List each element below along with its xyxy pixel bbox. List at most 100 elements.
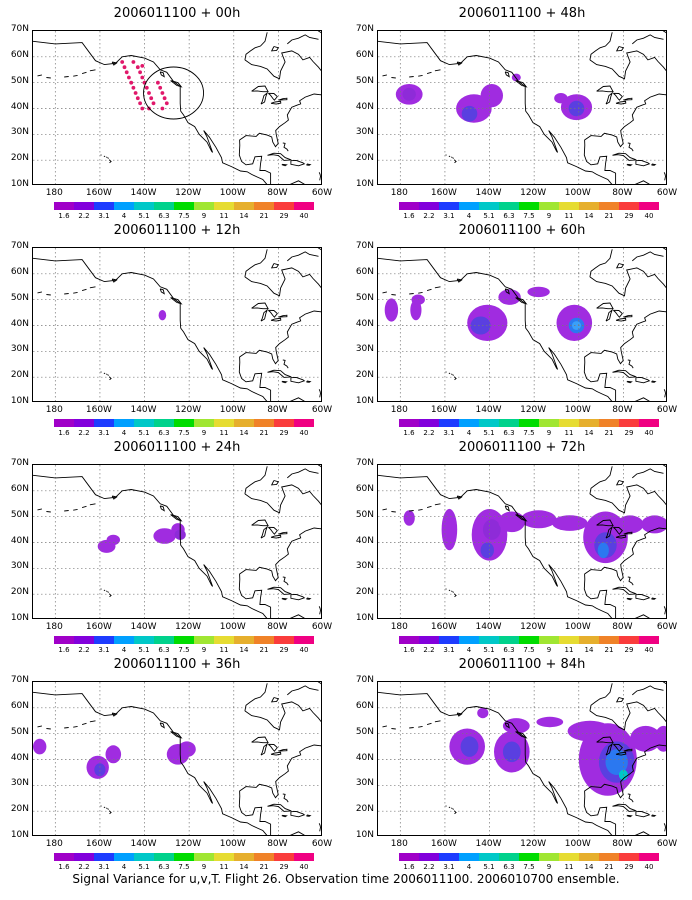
coastline bbox=[33, 257, 268, 401]
colorbar-swatch bbox=[479, 853, 499, 861]
colorbar-label: 11 bbox=[219, 646, 229, 654]
coastline bbox=[596, 302, 614, 310]
coastline bbox=[651, 380, 657, 383]
coastline bbox=[452, 157, 455, 159]
coastline bbox=[46, 294, 51, 296]
longitude-label: 180 bbox=[45, 188, 63, 198]
colorbar-label: 29 bbox=[624, 212, 634, 220]
colorbar-label: 1.6 bbox=[58, 429, 70, 437]
coastline bbox=[378, 40, 613, 184]
colorbar-label: 29 bbox=[279, 646, 289, 654]
latitude-label: 10N bbox=[355, 179, 374, 189]
coastline bbox=[583, 310, 666, 401]
colorbar-label: 6.3 bbox=[158, 429, 170, 437]
coastline bbox=[583, 527, 666, 618]
latitude-label: 60N bbox=[355, 700, 374, 711]
coastline bbox=[627, 359, 634, 369]
colorbar-swatch bbox=[214, 419, 234, 427]
coastline bbox=[583, 93, 666, 184]
colorbar-swatch bbox=[194, 853, 214, 861]
signal-contour bbox=[616, 515, 644, 534]
colorbar-swatch bbox=[94, 853, 114, 861]
map-canvas bbox=[33, 465, 321, 618]
observation-dot bbox=[129, 80, 134, 85]
coastline bbox=[244, 32, 268, 60]
colorbar-label: 2.2 bbox=[78, 429, 90, 437]
coastline bbox=[267, 152, 292, 161]
longitude-label: 100W bbox=[219, 839, 246, 849]
coastline bbox=[382, 74, 387, 77]
coastline bbox=[81, 505, 87, 509]
colorbar bbox=[399, 419, 659, 427]
coastline bbox=[448, 372, 451, 375]
colorbar-swatch bbox=[214, 202, 234, 210]
coastline bbox=[270, 480, 280, 486]
colorbar-swatch bbox=[274, 853, 294, 861]
colorbar-swatch bbox=[254, 853, 274, 861]
coastline bbox=[278, 748, 288, 752]
signal-contour bbox=[158, 310, 167, 321]
latitude-label: 60N bbox=[10, 49, 29, 60]
colorbar-swatch bbox=[639, 202, 659, 210]
observation-dot bbox=[140, 106, 145, 111]
map-canvas bbox=[378, 682, 666, 835]
coastline bbox=[33, 40, 268, 184]
observation-dot bbox=[135, 96, 140, 101]
coastline bbox=[108, 810, 112, 815]
latitude-label: 60N bbox=[10, 700, 29, 711]
colorbar-swatch bbox=[459, 419, 479, 427]
colorbar-swatch bbox=[134, 636, 154, 644]
coastline bbox=[615, 534, 627, 539]
latitude-label: 60N bbox=[10, 266, 29, 277]
colorbar-swatch bbox=[479, 636, 499, 644]
longitude-label: 60W bbox=[656, 188, 678, 198]
signal-contour bbox=[178, 741, 196, 757]
colorbar-label: 5.1 bbox=[483, 429, 495, 437]
signal-contour bbox=[630, 725, 662, 752]
coastline bbox=[663, 172, 666, 181]
colorbar-swatch bbox=[94, 419, 114, 427]
coastline bbox=[626, 163, 633, 167]
latitude-label: 40N bbox=[10, 318, 29, 329]
observation-dot bbox=[127, 75, 131, 80]
longitude-label: 180 bbox=[390, 188, 408, 198]
colorbar-label: 5.1 bbox=[138, 429, 150, 437]
latitude-label: 50N bbox=[355, 292, 374, 303]
signal-contour bbox=[552, 515, 588, 531]
colorbar-swatch bbox=[174, 853, 194, 861]
coastline bbox=[318, 606, 321, 615]
coastline bbox=[244, 683, 268, 711]
latitude-label: 20N bbox=[355, 370, 374, 381]
latitude-label: 30N bbox=[355, 127, 374, 138]
longitude-label: 100W bbox=[219, 188, 246, 198]
coastline bbox=[107, 808, 110, 810]
coastline bbox=[289, 614, 305, 618]
coastline bbox=[111, 712, 118, 717]
colorbar-swatch bbox=[479, 419, 499, 427]
coastline bbox=[282, 142, 289, 152]
colorbar-label: 7.5 bbox=[178, 646, 190, 654]
colorbar-label: 3.1 bbox=[98, 429, 110, 437]
coastline bbox=[100, 805, 102, 807]
signal-contour bbox=[477, 707, 489, 719]
coastline bbox=[635, 593, 651, 601]
longitude-label: 80W bbox=[267, 188, 288, 198]
longitude-label: 160W bbox=[85, 839, 112, 849]
colorbar-label: 6.3 bbox=[503, 429, 515, 437]
coastline bbox=[268, 526, 278, 535]
colorbar-swatch bbox=[619, 853, 639, 861]
latitude-label: 50N bbox=[355, 75, 374, 86]
coastline bbox=[456, 712, 463, 717]
observation-dot bbox=[158, 85, 163, 90]
latitude-label: 50N bbox=[355, 509, 374, 520]
signal-contour bbox=[520, 510, 557, 529]
coastline bbox=[445, 371, 447, 373]
colorbar-swatch bbox=[639, 419, 659, 427]
coastline bbox=[290, 593, 306, 601]
coastline bbox=[306, 597, 312, 600]
coastline bbox=[270, 317, 282, 322]
colorbar-swatch bbox=[54, 853, 74, 861]
colorbar-swatch bbox=[54, 419, 74, 427]
coastline bbox=[382, 725, 387, 728]
colorbar-label: 3.1 bbox=[443, 646, 455, 654]
